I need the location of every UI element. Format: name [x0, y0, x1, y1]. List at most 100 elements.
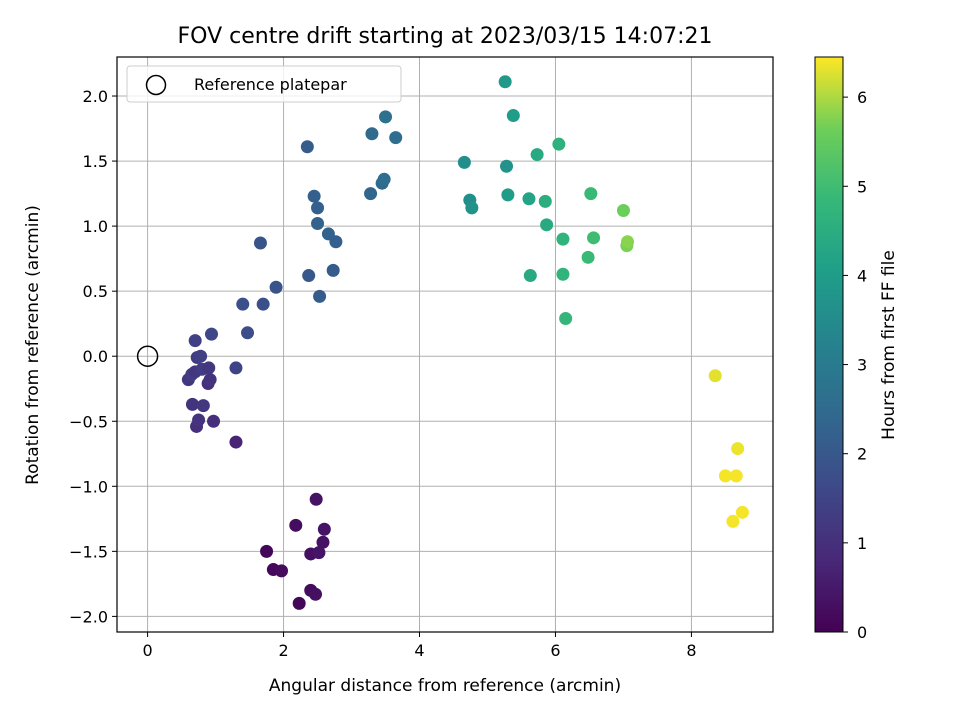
data-point [731, 442, 745, 456]
x-tick-label: 6 [550, 641, 560, 660]
y-axis-ticks: −2.0 −1.5 −1.0 −0.5 0.0 0.5 1.0 1.5 2.0 [69, 87, 117, 626]
x-tick-label: 8 [686, 641, 696, 660]
y-tick-label: −0.5 [69, 412, 108, 431]
data-point [289, 518, 303, 532]
y-tick-label: 0.0 [83, 347, 108, 366]
x-tick-label: 2 [278, 641, 288, 660]
colorbar: 0 1 2 3 4 5 6 Hours from first FF file [814, 56, 899, 642]
data-point [465, 201, 479, 215]
data-point [241, 326, 255, 340]
colorbar-tick-label: 1 [857, 534, 867, 553]
data-point [309, 492, 323, 506]
y-tick-label: −2.0 [69, 607, 108, 626]
data-point [726, 514, 740, 528]
chart-title: FOV centre drift starting at 2023/03/15 … [178, 24, 713, 49]
y-tick-label: 0.5 [83, 282, 108, 301]
data-point [559, 311, 573, 325]
data-point [522, 192, 536, 206]
data-point [379, 110, 393, 124]
data-point [552, 137, 566, 151]
data-point [204, 327, 218, 341]
legend-box [126, 65, 402, 103]
data-point [538, 194, 552, 208]
data-point [364, 187, 378, 201]
data-point [506, 109, 520, 123]
colorbar-frame [814, 56, 844, 633]
data-point [365, 127, 379, 141]
data-point [500, 159, 514, 173]
y-tick-label: −1.5 [69, 542, 108, 561]
colorbar-tick-label: 4 [857, 266, 867, 285]
data-point [311, 201, 325, 215]
colorbar-label: Hours from first FF file [879, 250, 899, 440]
reference-marker-group [136, 345, 159, 367]
data-point [312, 546, 326, 560]
data-point [540, 218, 554, 232]
data-point [523, 269, 537, 283]
colorbar-tick-label: 5 [857, 177, 867, 196]
data-point [530, 148, 544, 162]
data-point [275, 564, 289, 578]
data-point [556, 232, 570, 246]
plot-frame [116, 56, 774, 633]
y-axis-label: Rotation from reference (arcmin) [23, 205, 43, 485]
data-point [457, 155, 471, 169]
y-tick-label: −1.0 [69, 477, 108, 496]
legend-label: Reference platepar [194, 75, 347, 94]
colorbar-ticks: 0 1 2 3 4 5 6 [843, 88, 867, 642]
colorbar-tick-label: 0 [857, 623, 867, 642]
data-point [292, 596, 306, 610]
data-point [207, 414, 221, 428]
data-point [616, 204, 630, 218]
data-point [317, 522, 331, 536]
data-point [329, 235, 343, 249]
x-axis-ticks: 0 2 4 6 8 [142, 632, 697, 660]
y-tick-label: 1.0 [83, 217, 108, 236]
x-axis-label: Angular distance from reference (arcmin) [269, 676, 621, 696]
data-point [192, 413, 206, 427]
colorbar-tick-label: 6 [857, 88, 867, 107]
data-point [313, 289, 327, 303]
data-point [326, 263, 340, 277]
data-point [302, 269, 316, 283]
x-tick-label: 4 [414, 641, 424, 660]
grid-lines [117, 57, 773, 632]
data-point [256, 297, 270, 311]
data-point [260, 544, 274, 558]
data-point [729, 469, 743, 483]
data-point [584, 187, 598, 201]
data-point [236, 297, 250, 311]
reference-marker [136, 345, 159, 367]
y-tick-label: 2.0 [83, 87, 108, 106]
data-point [229, 435, 243, 449]
data-point [621, 235, 635, 249]
data-point [229, 361, 243, 375]
data-point [498, 75, 512, 89]
data-point [300, 140, 314, 154]
data-point [587, 231, 601, 245]
colorbar-gradient [815, 57, 843, 632]
data-point [253, 236, 267, 250]
y-tick-label: 1.5 [83, 152, 108, 171]
data-point [556, 267, 570, 281]
data-point [708, 369, 722, 383]
data-points [181, 75, 749, 610]
data-point [269, 280, 283, 294]
legend: Reference platepar [126, 65, 402, 103]
data-point [185, 397, 199, 411]
colorbar-tick-label: 2 [857, 445, 867, 464]
data-point [501, 188, 515, 202]
data-point [389, 131, 403, 145]
data-point [308, 587, 322, 601]
x-tick-label: 0 [142, 641, 152, 660]
data-point [377, 172, 391, 186]
data-point [311, 217, 325, 231]
data-point [202, 361, 216, 375]
data-point [718, 469, 732, 483]
data-point [316, 535, 330, 549]
data-point [735, 505, 749, 519]
legend-marker [145, 74, 167, 96]
data-point [188, 334, 202, 348]
data-point [194, 349, 208, 363]
